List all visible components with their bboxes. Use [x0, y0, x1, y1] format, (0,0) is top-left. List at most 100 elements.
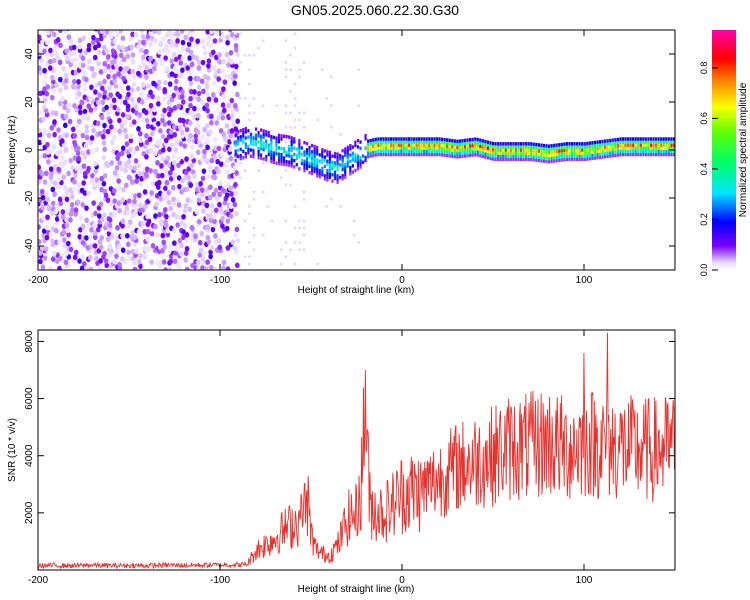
spectrogram-cell [99, 175, 104, 182]
spectrogram-cell [290, 139, 293, 143]
spectrogram-cell [639, 143, 642, 147]
spectrogram-cell [163, 267, 168, 270]
spectrogram-cell [644, 152, 647, 157]
spectrogram-cell [180, 89, 185, 95]
spectrogram-cell [621, 137, 625, 141]
spectrogram-cell [395, 152, 398, 157]
spectrogram-cell [588, 157, 591, 161]
spectrogram-cell [185, 47, 191, 53]
spectrogram-cell [609, 154, 612, 158]
spectrogram-cell [451, 145, 454, 149]
spectrogram-cell [199, 230, 205, 237]
spectrogram-cell [232, 80, 237, 86]
spectrogram-cell [474, 149, 477, 154]
spectrogram-cell [51, 57, 57, 64]
spectrogram-cell [148, 30, 154, 37]
spectrogram-cell [527, 157, 530, 162]
spectrogram-cell [187, 206, 193, 213]
spectrogram-cell [151, 81, 157, 87]
spectrogram-cell [558, 146, 561, 150]
spectrogram-cell [196, 90, 202, 97]
spectrogram-cell [244, 145, 247, 150]
spectrogram-cell [540, 159, 543, 163]
spectrogram-cell [184, 156, 189, 162]
spectrogram-cell [272, 151, 275, 155]
spectrogram-cell [111, 97, 117, 104]
spectrogram-cell [522, 142, 525, 146]
spectrogram-cell [186, 41, 192, 47]
spectrogram-cell [300, 146, 304, 150]
spectrogram-cell [143, 203, 148, 210]
spectrogram-cell [162, 121, 168, 128]
spectrogram-cell [507, 154, 510, 158]
spectrogram-cell [56, 127, 61, 133]
spectrogram-cell [176, 175, 182, 181]
spectrogram-cell [647, 146, 650, 151]
spectrogram-cell [81, 180, 86, 186]
spectrogram-cell [313, 147, 316, 152]
spectrogram-cell [336, 177, 339, 181]
spectrogram-cell [435, 137, 439, 141]
spectrogram-cell [84, 112, 90, 119]
spectrogram-cell [458, 154, 461, 159]
spectrogram-cell [171, 196, 176, 203]
spectrogram-cell [117, 207, 123, 214]
spectrogram-cell [247, 150, 250, 155]
spectrogram-cell [285, 159, 288, 164]
spectrogram-cell [305, 163, 309, 168]
spectrogram-cell [252, 226, 256, 230]
spectrogram-cell [326, 150, 329, 154]
spectrogram-cell [153, 223, 158, 230]
spectrogram-cell [66, 170, 71, 177]
spectrogram-cell [293, 140, 296, 144]
spectrogram-cell [471, 140, 474, 145]
spectrogram-cell [313, 144, 316, 149]
spectrogram-cell [270, 134, 273, 139]
spectrogram-cell [471, 137, 474, 142]
spectrogram-cell [397, 143, 400, 147]
spectrogram-cell [50, 200, 56, 207]
spectrogram-cell [672, 146, 675, 151]
spectrogram-cell [448, 144, 451, 149]
spectrogram-cell [458, 145, 461, 150]
spectrogram-cell [112, 58, 117, 65]
spectrogram-cell [463, 138, 467, 143]
spectrogram-cell [192, 94, 198, 100]
spectrogram-cell [670, 137, 673, 141]
spectrogram-cell [476, 153, 479, 157]
spectrogram-cell [184, 133, 190, 140]
spectrogram-cell [611, 138, 614, 142]
spectrogram-cell [58, 255, 63, 262]
spectrogram-cell [356, 145, 360, 149]
spectrogram-cell [96, 213, 102, 219]
spectrogram-cell [58, 149, 63, 155]
spectrogram-cell [84, 124, 90, 130]
spectrogram-cell [40, 264, 46, 270]
spectrogram-cell [527, 142, 530, 146]
spectrogram-cell [265, 145, 268, 150]
spectrogram-cell [113, 83, 119, 90]
spectrogram-cell [79, 187, 85, 194]
spectrogram-cell [107, 252, 112, 259]
spectrogram-cell [160, 112, 166, 119]
spectrogram-cell [379, 140, 382, 144]
spectrogram-cell [412, 146, 416, 151]
spectrogram-cell [101, 140, 107, 146]
spectrogram-cell [555, 159, 558, 163]
spectrogram-cell [164, 66, 169, 72]
spectrogram-cell [163, 137, 169, 144]
x-tick-label: 0 [399, 275, 405, 286]
spectrogram-cell [81, 35, 86, 41]
spectrogram-cell [303, 140, 306, 145]
spectrogram-cell [331, 166, 334, 171]
spectrogram-cell [352, 140, 356, 143]
spectrogram-cell [596, 149, 599, 154]
spectrogram-cell [139, 30, 145, 33]
spectrogram-cell [662, 143, 665, 147]
spectrogram-cell [586, 154, 589, 158]
spectrogram-cell [494, 157, 497, 162]
spectrogram-cell [547, 147, 551, 151]
spectrogram-cell [242, 149, 245, 154]
spectrogram-cell [116, 200, 122, 206]
